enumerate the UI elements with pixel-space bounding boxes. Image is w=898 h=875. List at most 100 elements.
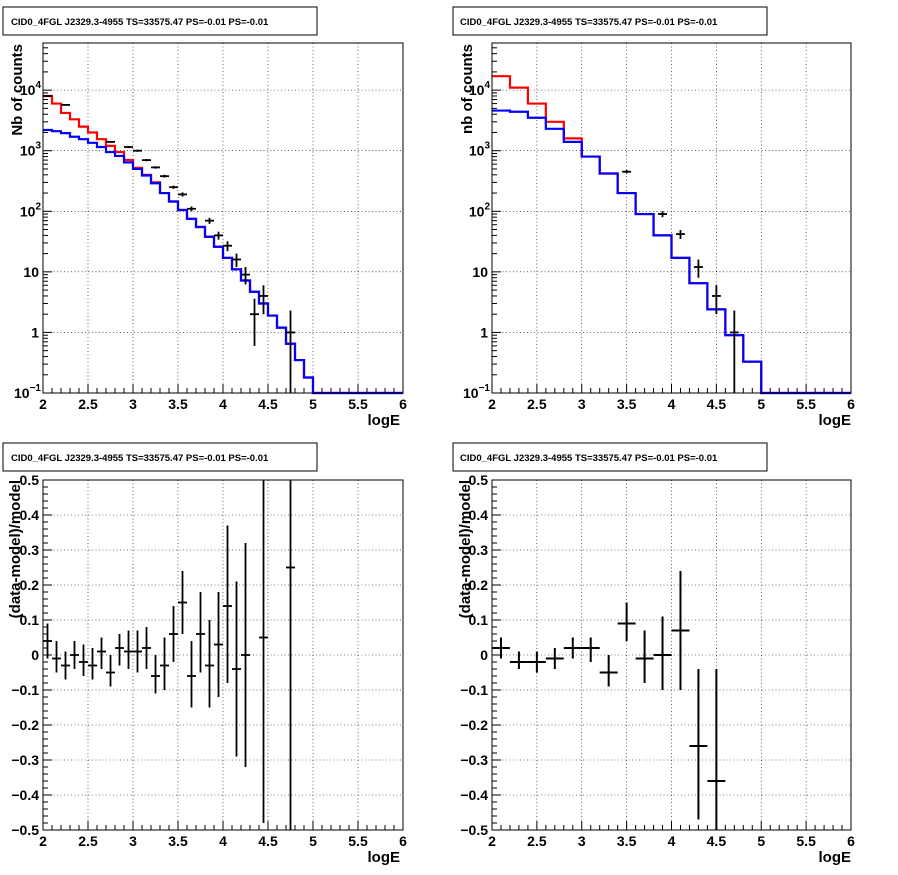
- plot-title: CID0_4FGL J2329.3-4955 TS=33575.47 PS=-0…: [460, 17, 718, 28]
- data-point: [675, 230, 685, 239]
- data-point: [689, 669, 708, 820]
- y-tick-label: 0.3: [20, 542, 40, 558]
- data-point: [106, 655, 115, 687]
- data-point: [169, 185, 178, 189]
- data-point: [223, 525, 232, 683]
- data-point: [671, 571, 690, 690]
- x-tick-label: 4: [668, 396, 676, 412]
- x-tick-label: 3.5: [168, 396, 188, 412]
- x-tick-label: 3.5: [617, 396, 637, 412]
- x-tick-label: 3: [578, 833, 586, 849]
- data-point: [151, 655, 160, 694]
- data-point: [241, 267, 250, 285]
- data-point: [142, 627, 151, 669]
- x-tick-label: 6: [847, 833, 855, 849]
- data-point: [509, 651, 528, 669]
- x-tick-label: 2.5: [78, 833, 98, 849]
- data-point: [160, 637, 169, 690]
- plot-title: CID0_4FGL J2329.3-4955 TS=33575.47 PS=-0…: [11, 453, 269, 464]
- data-point: [178, 192, 187, 197]
- x-tick-label: 3.5: [617, 833, 637, 849]
- x-tick-label: 5: [309, 833, 317, 849]
- x-tick-label: 4: [219, 833, 227, 849]
- data-point: [729, 310, 739, 393]
- data-point: [563, 637, 582, 659]
- y-tick-label: 0.4: [469, 507, 489, 523]
- data-point: [707, 669, 726, 830]
- x-tick-label: 2: [39, 396, 47, 412]
- data-point: [61, 104, 70, 106]
- data-point: [214, 231, 223, 240]
- plot-title: CID0_4FGL J2329.3-4955 TS=33575.47 PS=-0…: [460, 453, 718, 464]
- x-tick-label: 6: [847, 396, 855, 412]
- y-tick-label: 10: [23, 264, 39, 280]
- data-point: [70, 641, 79, 669]
- x-axis-title: logE: [819, 412, 852, 429]
- y-tick-label: 0: [31, 647, 39, 663]
- x-tick-label: 3: [578, 396, 586, 412]
- y-axis-title: nb of counts: [459, 44, 476, 134]
- data-point: [115, 634, 124, 666]
- x-tick-label: 2: [488, 833, 496, 849]
- x-tick-label: 4.5: [707, 833, 727, 849]
- data-point: [223, 241, 232, 252]
- y-axis-title: (data-model)/model: [457, 480, 474, 618]
- data-point: [88, 648, 97, 680]
- y-axis-title: (data-model)/model: [7, 480, 24, 618]
- x-tick-label: 5: [757, 396, 765, 412]
- data-point: [232, 581, 241, 757]
- y-tick-label: 0.5: [469, 472, 489, 488]
- y-tick-label: 0.5: [20, 472, 40, 488]
- data-point: [286, 310, 295, 393]
- y-tick-label: −0.1: [11, 682, 39, 698]
- data-point: [187, 641, 196, 708]
- data-point: [658, 211, 668, 218]
- data-point: [599, 655, 618, 687]
- panel-top-right: 2 2.5 3 3.5 4 4.5 5 5.5 6 10−1 1 10 102 103 104 CID0_4…: [452, 6, 855, 429]
- title-box: [2, 442, 318, 472]
- data-point: [160, 174, 169, 178]
- data-point: [169, 606, 178, 662]
- x-tick-label: 4.5: [258, 833, 278, 849]
- y-tick-label: 103: [469, 141, 491, 159]
- y-tick-label: 10: [472, 264, 488, 280]
- y-tick-label: 1: [480, 324, 488, 340]
- y-tick-label: 0.2: [20, 577, 40, 593]
- x-tick-label: 5.5: [348, 833, 368, 849]
- y-tick-label: 10−1: [14, 383, 41, 401]
- y-tick-label: −0.4: [460, 787, 488, 803]
- y-tick-label: 104: [20, 80, 42, 98]
- x-tick-label: 2.5: [78, 396, 98, 412]
- y-tick-label: −0.2: [460, 717, 488, 733]
- x-tick-label: 4: [668, 833, 676, 849]
- data-point: [43, 623, 52, 659]
- series-step-line: [43, 128, 403, 395]
- data-point: [527, 651, 546, 673]
- data-point: [214, 592, 223, 697]
- plot-frame: [42, 479, 404, 831]
- plot-frame: [491, 479, 852, 831]
- panel-top-left: 2 2.5 3 3.5 4 4.5 5 5.5 6 10−1 1 10 102 103 104 CID0_4…: [2, 6, 407, 429]
- x-tick-label: 3.5: [168, 833, 188, 849]
- data-point: [61, 651, 70, 680]
- y-tick-label: −0.2: [11, 717, 39, 733]
- data-point: [133, 149, 142, 152]
- x-tick-label: 6: [399, 833, 407, 849]
- x-tick-label: 3: [129, 833, 137, 849]
- y-tick-label: 104: [469, 80, 491, 98]
- y-tick-label: 0: [480, 647, 488, 663]
- data-point: [693, 259, 703, 278]
- x-axis-title: logE: [368, 849, 401, 866]
- y-tick-label: 0.3: [469, 542, 489, 558]
- data-point: [133, 630, 142, 673]
- plot-frame: [42, 42, 404, 394]
- x-tick-label: 5.5: [348, 396, 368, 412]
- data-point: [178, 571, 187, 634]
- title-box: [452, 442, 768, 472]
- y-tick-label: 103: [20, 141, 42, 159]
- y-tick-label: 1: [31, 324, 39, 340]
- y-tick-label: 0.4: [20, 507, 40, 523]
- y-axis-title: Nb of counts: [9, 44, 26, 136]
- data-point: [43, 95, 52, 97]
- data-point: [205, 620, 214, 708]
